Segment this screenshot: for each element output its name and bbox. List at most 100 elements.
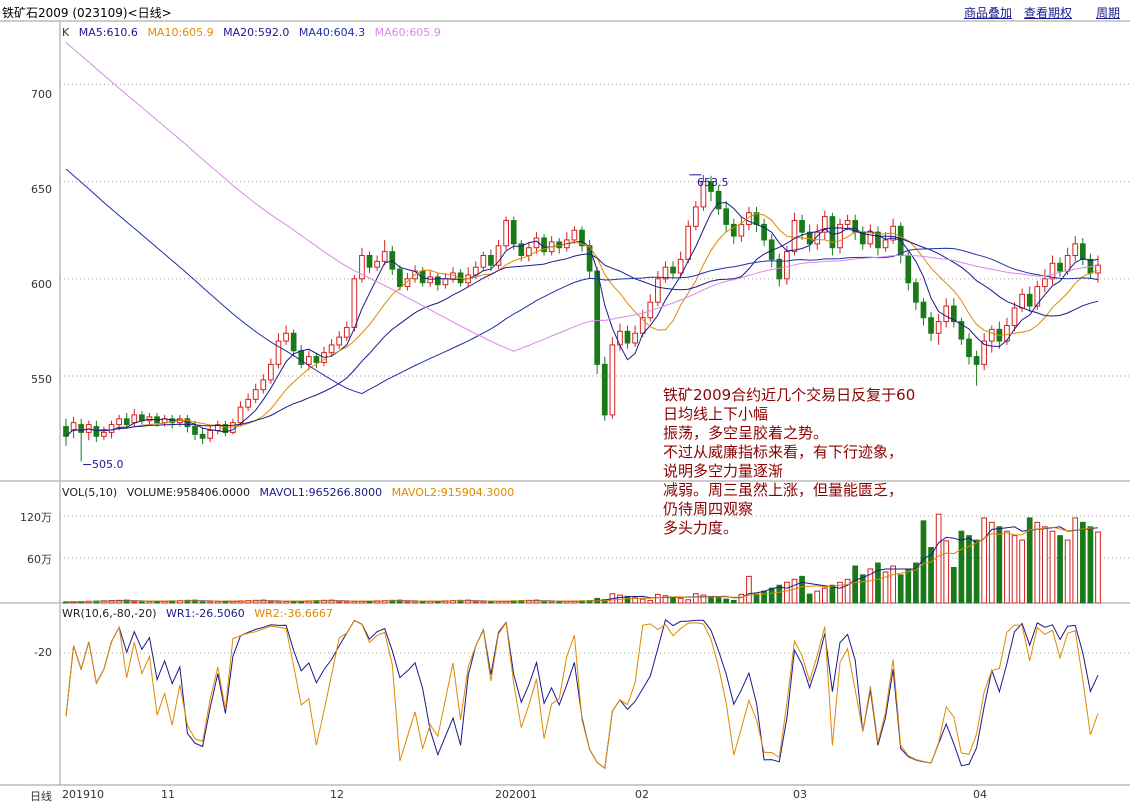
instrument-title: 铁矿石2009 (023109)<日线> [2, 6, 172, 20]
mavol1-value: MAVOL1:965266.8000 [259, 486, 383, 499]
candle-down [913, 282, 919, 303]
volume-bar [844, 578, 851, 604]
volume-bar [541, 601, 547, 604]
candle-up [70, 422, 77, 431]
candle-down [510, 220, 517, 245]
volume-bar [480, 601, 487, 604]
ma20-legend: MA20:592.0 [223, 26, 290, 39]
candle-up [404, 278, 411, 288]
candle-up [245, 398, 251, 408]
volume-bar [139, 601, 145, 604]
volume-value: VOLUME:958406.0000 [126, 486, 250, 499]
candle-up [495, 245, 502, 266]
candle-up [275, 340, 282, 365]
volume-bar [821, 587, 828, 604]
price-tick-700: 700 [31, 88, 52, 101]
ma20-line [65, 227, 1099, 437]
volume-bar [897, 574, 904, 604]
view-options-link[interactable]: 查看期权 [1023, 6, 1072, 20]
volume-bar [730, 599, 737, 604]
x-tick: 12 [330, 788, 344, 801]
candle-up [981, 340, 988, 365]
candle-up [784, 251, 790, 280]
ma5-legend: MA5:610.6 [78, 26, 138, 39]
volume-bar [890, 565, 896, 604]
candle-up [108, 424, 115, 433]
mavol1-line [65, 526, 1099, 603]
volume-bar [472, 601, 479, 604]
toolbar-links: 商品叠加 查看期权 周期 [964, 4, 1120, 21]
ma40-line [65, 168, 1099, 395]
candle-up [867, 231, 874, 245]
volume-bar [1064, 539, 1071, 604]
candle-up [252, 389, 259, 400]
volume-bar [905, 568, 912, 604]
candle-down [313, 356, 320, 363]
candle-down [139, 414, 145, 422]
overlay-commodity-link[interactable]: 商品叠加 [963, 6, 1012, 20]
candle-down [670, 266, 676, 274]
volume-bar [655, 593, 661, 604]
mavol2-line [65, 526, 1099, 603]
candle-down [715, 190, 722, 210]
candle-down [397, 268, 403, 288]
candle-up [685, 225, 692, 260]
candle-down [950, 305, 957, 323]
volume-bar [343, 601, 350, 604]
volume-bar [1034, 521, 1041, 604]
vol-label: VOL(5,10) [62, 486, 118, 499]
volume-bar [1057, 535, 1063, 604]
volume-bar [268, 601, 274, 604]
candle-down [806, 231, 813, 245]
volume-bar [806, 593, 813, 604]
candle-down [518, 243, 525, 257]
candle-up [1004, 324, 1010, 342]
candle-up [336, 336, 343, 346]
volume-bar [639, 598, 646, 604]
volume-bar [837, 581, 843, 604]
volume-bar [829, 584, 836, 604]
volume-bar [1019, 539, 1025, 604]
volume-bar [913, 562, 919, 604]
volume-bar [1072, 517, 1079, 604]
candle-up [442, 278, 449, 286]
candle-down [419, 270, 426, 284]
candle-up [882, 239, 889, 249]
volume-bar [867, 568, 874, 604]
volume-bar [958, 530, 965, 604]
candle-down [1026, 293, 1033, 307]
volume-bar [715, 597, 722, 604]
candle-down [594, 270, 601, 365]
volume-bar [283, 600, 289, 604]
candle-up [237, 406, 244, 424]
candle-up [632, 332, 638, 344]
candle-up [1019, 293, 1025, 309]
vol-tick-120w: 120万 [20, 511, 52, 524]
candle-up [283, 332, 289, 342]
candle-down [290, 332, 297, 352]
volume-bar [412, 601, 418, 604]
volume-bar [1095, 531, 1101, 604]
candle-down [199, 433, 206, 439]
candle-down [776, 258, 783, 280]
volume-bar [799, 575, 805, 604]
volume-bar [943, 540, 950, 604]
volume-bar [556, 600, 563, 604]
candle-down [723, 208, 730, 225]
wr1-value: WR1:-26.5060 [166, 607, 245, 620]
volume-bar [852, 565, 859, 604]
candle-down [973, 356, 980, 365]
volume-bar [662, 595, 669, 604]
candle-down [905, 255, 912, 284]
x-tick: 11 [161, 788, 175, 801]
volume-bar [692, 593, 699, 604]
volume-bar [723, 598, 730, 604]
k-label: K [62, 26, 70, 39]
candle-down [730, 223, 737, 237]
annotation-line: 多头力度。 [663, 519, 739, 537]
volume-bar [791, 578, 798, 604]
high-price-marker: 653.5 [697, 176, 729, 189]
period-button[interactable]: 周期 [1095, 6, 1120, 20]
candle-down [586, 245, 593, 272]
